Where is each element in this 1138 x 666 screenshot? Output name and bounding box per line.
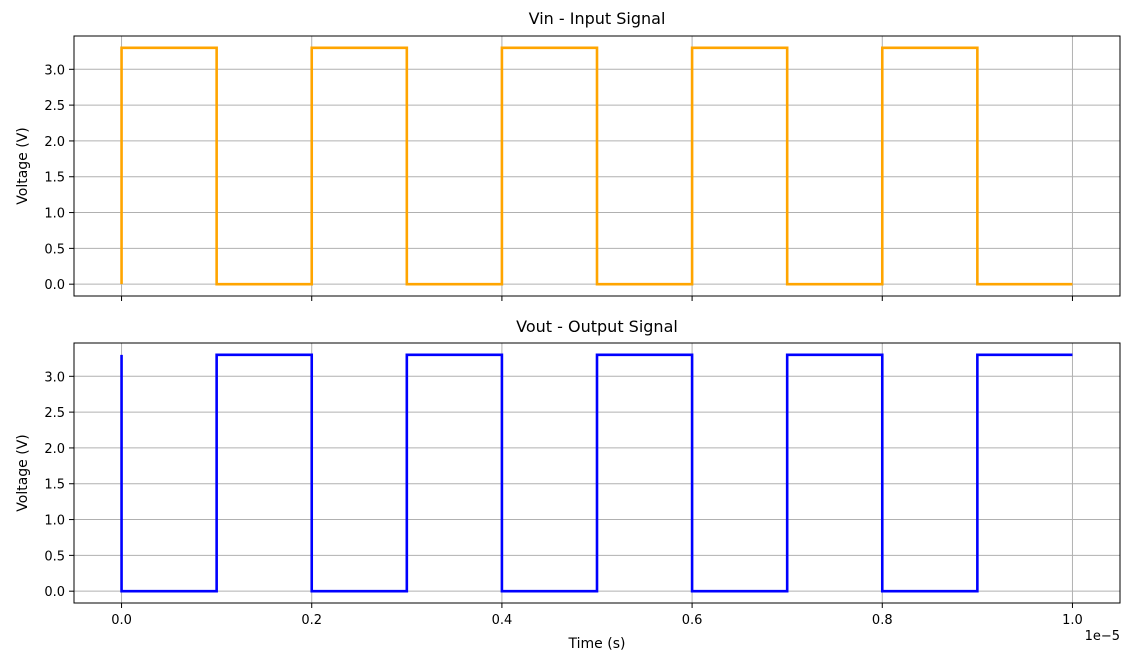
vin-y-tick-label: 0.5: [44, 242, 65, 257]
vin-ticks: 0.0 0.5 1.0 1.5 2.0 2.5 3.0: [44, 63, 1073, 301]
vin-y-tick-label: 2.0: [44, 135, 65, 150]
vin-title: Vin - Input Signal: [529, 9, 666, 28]
vout-x-tick-label: 0.4: [492, 613, 513, 628]
x-scale-offset-label: 1e−5: [1085, 629, 1120, 644]
vin-axes-frame: [73, 35, 1121, 297]
vout-axes-frame: [73, 342, 1121, 604]
vin-y-tick-label: 3.0: [44, 63, 65, 78]
vout-x-tick-label: 0.8: [872, 613, 893, 628]
vin-series-line: [120, 46, 1073, 286]
vout-panel: Vout - Output Signal 0.0 0.2 0.4 0.6 0.8 1.00…: [15, 317, 1121, 652]
vin-y-tick-label: 1.5: [44, 171, 65, 186]
vout-y-tick-label: 2.0: [44, 442, 65, 457]
vout-series-line: [120, 353, 1073, 593]
vout-y-tick-label: 0.0: [44, 585, 65, 600]
x-axis-label: Time (s): [568, 636, 626, 652]
vin-y-tick-label: 0.0: [44, 278, 65, 293]
vout-plot-area: [120, 353, 1073, 593]
vout-ticks: 0.0 0.2 0.4 0.6 0.8 1.0 0.0 0.5 1.0 1.5 2.0 2.5 3.0: [44, 370, 1082, 628]
vout-x-tick-label: 1.0: [1062, 613, 1083, 628]
vin-y-axis-label: Voltage (V): [15, 127, 31, 204]
vout-y-tick-label: 2.5: [44, 406, 65, 421]
vout-y-axis-label: Voltage (V): [15, 434, 31, 511]
vin-plot-area: [120, 46, 1073, 286]
vout-y-tick-label: 1.0: [44, 514, 65, 529]
vout-y-tick-label: 3.0: [44, 370, 65, 385]
vin-y-tick-label: 1.0: [44, 207, 65, 222]
vout-y-tick-label: 0.5: [44, 549, 65, 564]
vout-title: Vout - Output Signal: [516, 317, 678, 336]
vin-y-tick-label: 2.5: [44, 99, 65, 114]
vout-x-tick-label: 0.0: [111, 613, 132, 628]
vout-x-tick-label: 0.2: [301, 613, 322, 628]
vout-x-tick-label: 0.6: [682, 613, 703, 628]
vin-panel: Vin - Input Signal 0.0 0.5 1.0 1.5 2.0 2.5 3.0…: [15, 9, 1121, 301]
vout-y-tick-label: 1.5: [44, 478, 65, 493]
